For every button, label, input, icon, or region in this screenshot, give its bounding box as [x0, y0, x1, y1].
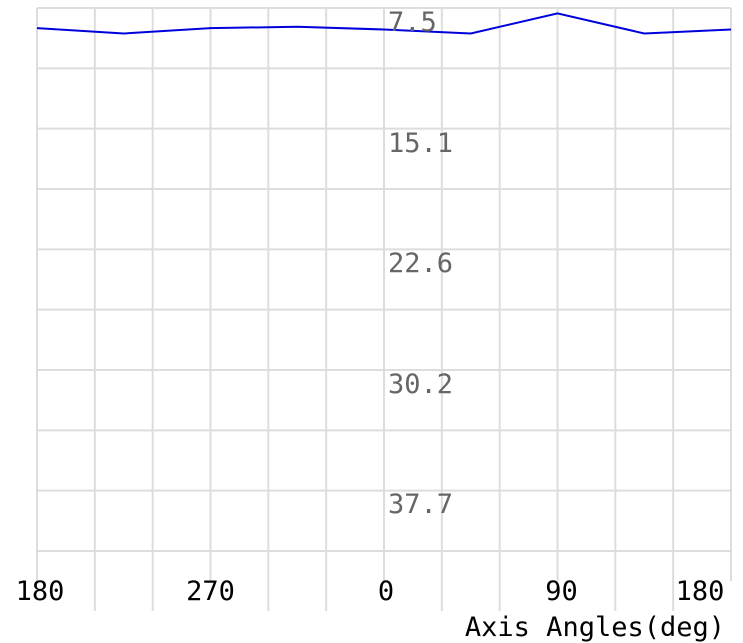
y-tick-labels: 7.5 15.1 22.6 30.2 37.7	[388, 7, 453, 520]
grid-lines	[36, 7, 732, 611]
y-tick-label: 7.5	[388, 7, 437, 38]
x-tick-label: 90	[545, 576, 578, 607]
y-tick-label: 15.1	[388, 128, 453, 159]
y-tick-label: 30.2	[388, 369, 453, 400]
x-tick-label: 0	[378, 576, 394, 607]
series-line	[36, 12, 732, 35]
series-layer	[36, 12, 732, 35]
x-tick-labels: 180 270 0 90 180	[16, 576, 725, 607]
x-tick-label: 180	[16, 576, 65, 607]
y-tick-label: 22.6	[388, 248, 453, 279]
x-tick-label: 180	[676, 576, 725, 607]
x-axis-label: Axis Angles(deg)	[465, 612, 725, 643]
y-tick-label: 37.7	[388, 489, 453, 520]
x-tick-label: 270	[186, 576, 235, 607]
